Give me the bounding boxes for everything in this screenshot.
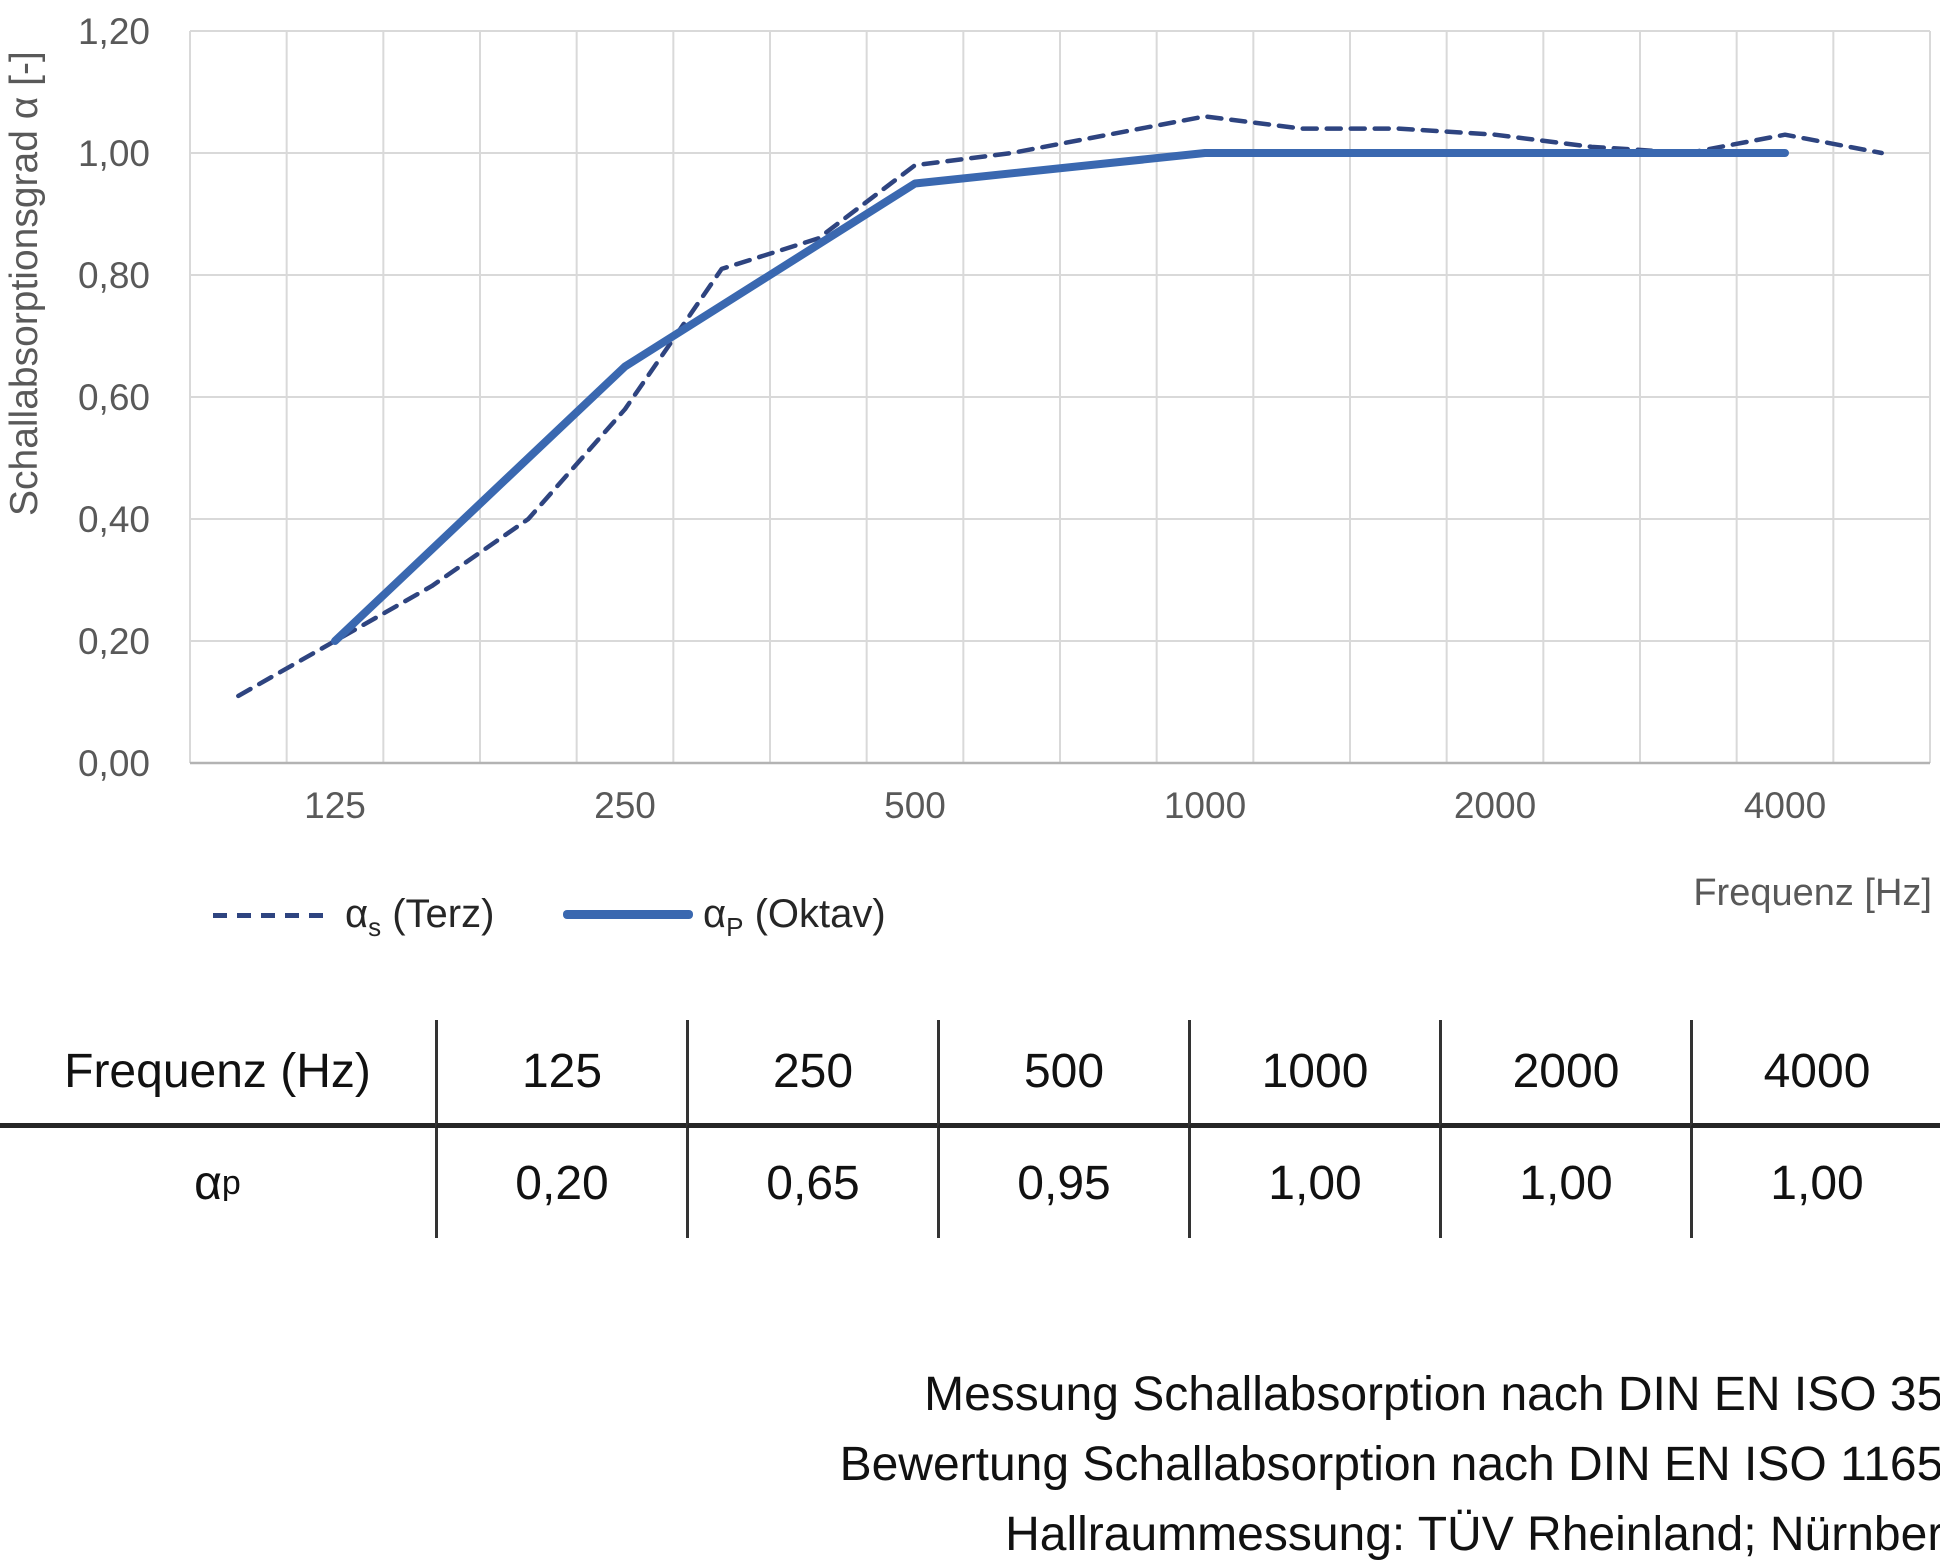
y-tick-label: 0,00 xyxy=(78,743,150,784)
legend-label-alpha-s-terz: αs (Terz) xyxy=(345,892,494,943)
table-value-125: 0,20 xyxy=(435,1128,686,1238)
y-tick-label: 0,40 xyxy=(78,499,150,540)
alpha-subscript: P xyxy=(726,912,744,942)
table-value-4000: 1,00 xyxy=(1690,1128,1940,1238)
table-header-250: 250 xyxy=(686,1020,937,1128)
legend-dashed-line-swatch xyxy=(213,913,326,918)
table-value-500: 0,95 xyxy=(937,1128,1188,1238)
x-tick-label: 1000 xyxy=(1164,785,1246,826)
x-tick-label: 500 xyxy=(884,785,946,826)
x-axis-title: Frequenz [Hz] xyxy=(1693,872,1932,914)
x-tick-label: 2000 xyxy=(1454,785,1536,826)
table-header-4000: 4000 xyxy=(1690,1020,1940,1128)
alpha-symbol: α xyxy=(703,892,727,936)
legend-label-rest: (Oktav) xyxy=(743,892,886,936)
table-header-125: 125 xyxy=(435,1020,686,1128)
table-header-500: 500 xyxy=(937,1020,1188,1128)
note-line-3: Hallraummessung: TÜV Rheinland; Nürnberg xyxy=(1005,1508,1940,1561)
table-value-1000: 1,00 xyxy=(1188,1128,1439,1238)
note-line-1: Messung Schallabsorption nach DIN EN ISO… xyxy=(924,1368,1940,1421)
table-header-1000: 1000 xyxy=(1188,1020,1439,1128)
x-tick-label: 250 xyxy=(594,785,656,826)
table-header-2000: 2000 xyxy=(1439,1020,1690,1128)
legend-solid-line-swatch xyxy=(563,910,693,919)
table-header-frequency: Frequenz (Hz) xyxy=(0,1020,435,1128)
table-value-250: 0,65 xyxy=(686,1128,937,1238)
x-tick-label: 4000 xyxy=(1744,785,1826,826)
frequency-absorption-table: Frequenz (Hz) 125 250 500 1000 2000 4000… xyxy=(0,1020,1940,1238)
y-tick-label: 0,80 xyxy=(78,255,150,296)
table-value-2000: 1,00 xyxy=(1439,1128,1690,1238)
alpha-subscript: s xyxy=(368,912,382,942)
alpha-symbol: α xyxy=(345,892,369,936)
y-tick-label: 0,60 xyxy=(78,377,150,418)
alpha-subscript: p xyxy=(221,1163,241,1202)
measurement-notes: Messung Schallabsorption nach DIN EN ISO… xyxy=(840,1360,1940,1565)
series-alpha-s-terz xyxy=(236,114,1884,699)
legend-label-rest: (Terz) xyxy=(381,892,495,936)
y-axis-title: Schallabsorptionsgrad α [-] xyxy=(3,51,46,517)
y-tick-label: 1,20 xyxy=(78,11,150,52)
x-tick-label: 125 xyxy=(304,785,366,826)
legend-label-alpha-p-oktav: αP (Oktav) xyxy=(703,892,886,943)
absorption-chart: 0,00 0,20 0,40 0,60 0,80 1,00 1,20 125 250 500 100… xyxy=(78,11,1931,826)
y-tick-label: 0,20 xyxy=(78,621,150,662)
note-line-2: Bewertung Schallabsorption nach DIN EN I… xyxy=(839,1438,1940,1491)
series-alpha-p-oktav xyxy=(331,149,1789,645)
alpha-symbol: α xyxy=(194,1156,222,1210)
y-tick-label: 1,00 xyxy=(78,133,150,174)
